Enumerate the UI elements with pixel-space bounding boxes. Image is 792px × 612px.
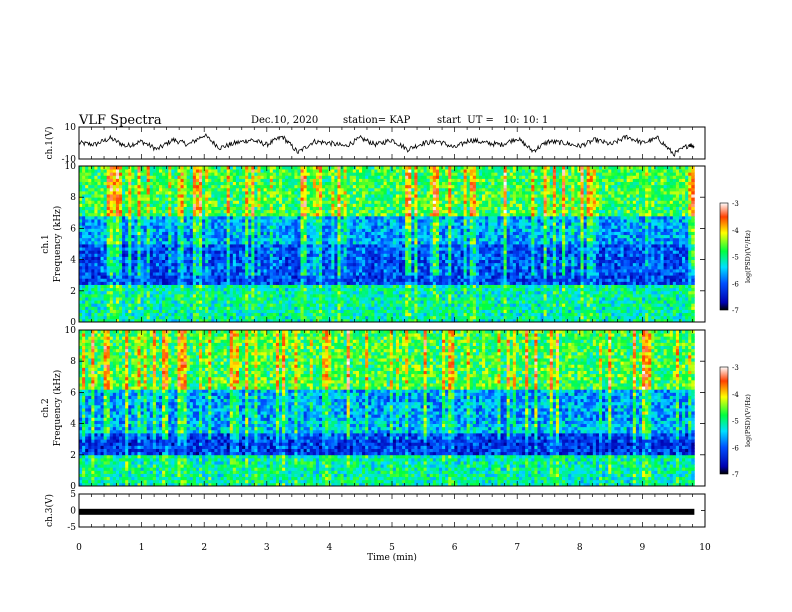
y-tick-label: 10 — [65, 162, 77, 172]
y-tick-label: 10 — [65, 326, 77, 336]
y-tick-label: -5 — [67, 523, 76, 533]
y-tick-label: 2 — [70, 451, 76, 461]
x-tick-label: 7 — [514, 543, 520, 553]
y-tick-label: 4 — [70, 420, 76, 430]
x-tick-label: 0 — [76, 543, 82, 553]
header-date: Dec.10, 2020 — [251, 115, 318, 126]
x-tick-label: 3 — [264, 543, 270, 553]
ch1-signal-line — [78, 133, 695, 157]
y-axis-label: ch.3(V) — [44, 494, 55, 527]
ch3-signal-line — [79, 508, 695, 515]
colorbar-tick-label: -3 — [732, 200, 739, 208]
x-axis-ticks: 0 1 2 3 4 5 6 7 8 9 10 Time (min) — [76, 127, 711, 563]
x-tick-label: 1 — [139, 543, 145, 553]
x-tick-label: 8 — [577, 543, 583, 553]
y-tick-label: 8 — [70, 193, 76, 203]
spectrogram-cells — [79, 166, 695, 323]
y-tick-label: 6 — [70, 224, 76, 234]
y-tick-label: 10 — [65, 123, 77, 133]
x-axis-label: Time (min) — [367, 552, 417, 563]
colorbar-tick-label: -5 — [732, 254, 739, 262]
x-tick-label: 10 — [699, 543, 711, 553]
y-tick-label: 0 — [70, 507, 76, 517]
colorbar-tick-label: -5 — [732, 418, 739, 426]
colorbar — [719, 366, 729, 475]
x-tick-label: 9 — [640, 543, 646, 553]
spectrogram-cells — [79, 330, 695, 487]
panel-2: 0 2 4 6 8 10 ch.1 Frequency (kHz) -3 -4 -5 -6 -7 log(… — [41, 162, 752, 328]
y-tick-label: 4 — [70, 256, 76, 266]
x-tick-label: 2 — [201, 543, 207, 553]
colorbar — [719, 202, 729, 311]
x-tick-label: 6 — [452, 543, 458, 553]
header-title: VLF Spectra — [79, 113, 162, 128]
y-axis-label: ch.1(V) — [44, 127, 55, 160]
header-start-time: start UT = 10: 10: 1 — [437, 115, 548, 126]
panel-4: 5 0 -5 ch.3(V) — [44, 490, 706, 533]
y-tick-label: 5 — [70, 490, 76, 500]
y-axis-label-frequency: Frequency (kHz) — [52, 206, 63, 283]
y-tick-label: 8 — [70, 357, 76, 367]
colorbar-label: log(PSD)(V²/Hz) — [744, 394, 752, 447]
y-axis-label-channel: ch.1 — [41, 234, 51, 253]
colorbar-tick-label: -7 — [732, 307, 739, 315]
colorbar-label: log(PSD)(V²/Hz) — [744, 230, 752, 283]
x-tick-label: 5 — [389, 543, 395, 553]
header-station: station= KAP — [343, 115, 410, 126]
y-tick-label: 0 — [70, 318, 76, 328]
y-axis-label-frequency: Frequency (kHz) — [52, 370, 63, 447]
y-tick-label: 2 — [70, 287, 76, 297]
colorbar-tick-label: -4 — [732, 227, 739, 235]
y-tick-label: 6 — [70, 388, 76, 398]
panel-1: 10 -10 ch.1(V) — [44, 123, 706, 165]
y-tick-label: -10 — [62, 155, 77, 165]
panel-3: 0 2 4 6 8 10 ch.2 Frequency (kHz) -3 -4 -5 -6 -7 log(… — [41, 326, 752, 492]
colorbar-tick-label: -6 — [732, 444, 739, 452]
colorbar-tick-label: -7 — [732, 471, 739, 479]
y-axis-label-channel: ch.2 — [41, 398, 51, 417]
colorbar-tick-label: -3 — [732, 364, 739, 372]
x-tick-label: 4 — [327, 543, 333, 553]
y-tick-label: 0 — [70, 482, 76, 492]
colorbar-tick-label: -4 — [732, 391, 739, 399]
colorbar-tick-label: -6 — [732, 280, 739, 288]
